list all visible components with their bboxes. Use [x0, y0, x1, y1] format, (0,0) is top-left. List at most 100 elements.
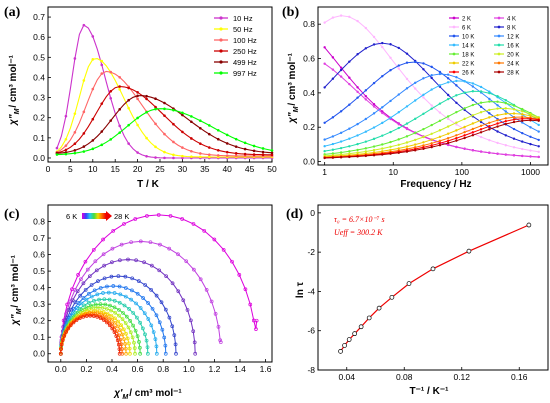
panel-a-series-point — [109, 119, 113, 122]
panel-c-series-point — [95, 292, 100, 297]
panel-a-series-point — [190, 115, 193, 118]
panel-c-series-point — [128, 330, 133, 335]
panel-b-legend-label: 28 K — [507, 71, 519, 77]
panel-b-series-point — [512, 146, 516, 149]
panel-b-series-point — [348, 60, 351, 63]
panel-c-series-point — [68, 323, 73, 328]
panel-c-ylabel-sub: M — [16, 308, 23, 314]
panel-b-series-point — [430, 144, 433, 147]
panel-c-series-point — [64, 330, 68, 334]
panel-b-series-point — [364, 94, 368, 98]
panel-b-series-point — [512, 108, 516, 111]
panel-b-series-point — [405, 141, 409, 144]
panel-d-label: (d) — [286, 207, 303, 222]
panel-b-series-point — [405, 127, 409, 131]
panel-b-series-point — [455, 129, 458, 132]
panel-b-series-point — [372, 35, 376, 39]
panel-b-series-point — [463, 128, 466, 131]
panel-d-ytick-label: -4 — [307, 286, 315, 296]
panel-a-series-point — [55, 153, 59, 156]
panel-b-series-point — [438, 144, 442, 147]
panel-b-series-point — [381, 45, 384, 49]
panel-b-series-point — [381, 153, 384, 156]
panel-c-series-point — [128, 351, 132, 356]
panel-c-xlabel-sub: M — [122, 394, 128, 401]
panel-b-series-point — [488, 91, 491, 95]
panel-c-series-point — [112, 298, 117, 303]
panel-a-ylabel-tail: / cm³ mol⁻¹ — [8, 54, 19, 107]
panel-b-series-point — [446, 115, 450, 118]
panel-c-ytick-label: 0.4 — [33, 283, 45, 293]
panel-b-series-point — [323, 145, 326, 148]
panel-c-series-point — [136, 279, 141, 283]
panel-d-data-point — [526, 222, 532, 228]
panel-c-series-point — [127, 346, 132, 351]
panel-b-series-point — [455, 84, 458, 87]
panel-c-xtick-label: 0.0 — [55, 364, 67, 374]
panel-c-series-point — [118, 292, 123, 297]
panel-b-series-point — [372, 126, 376, 129]
panel-c-series-point — [108, 303, 112, 308]
panel-b-series-point — [488, 125, 491, 128]
panel-c-series-point — [60, 338, 65, 343]
panel-c-series-point — [157, 320, 162, 325]
panel-c-series-point — [71, 311, 75, 316]
panel-c-series-point — [59, 347, 63, 352]
panel-a-xtick-label: 25 — [155, 164, 165, 174]
panel-b-series-point — [463, 80, 466, 83]
panel-c-series-point — [184, 259, 189, 264]
panel-a-legend-label: 250 Hz — [233, 47, 257, 56]
panel-c-series-point — [81, 314, 86, 319]
panel-b-series-point — [348, 145, 351, 148]
panel-c-series-point — [102, 276, 107, 281]
panel-a-series-point — [261, 147, 265, 150]
panel-b-series-point — [529, 114, 532, 118]
panel-b-series-point — [455, 75, 458, 79]
panel-c-series-point — [254, 327, 258, 332]
panel-c-series-point — [126, 257, 130, 262]
panel-c-ytick-label: 0.1 — [33, 332, 45, 342]
panel-c-series-point — [110, 260, 114, 265]
panel-b-series-point — [455, 121, 458, 124]
panel-b-series-point — [504, 110, 507, 113]
panel-c-series-point — [131, 311, 136, 315]
panel-b-series-point — [471, 127, 475, 131]
panel-c-series-point — [120, 317, 125, 321]
panel-d-data-point — [430, 266, 436, 272]
panel-c-series-point — [135, 291, 140, 296]
panel-b-series-point — [438, 72, 442, 76]
panel-a-legend-marker — [219, 60, 223, 64]
panel-b-series-point — [438, 70, 442, 74]
panel-b-series-point — [339, 14, 343, 17]
panel-b-xtick-label: 1000 — [521, 167, 540, 177]
panel-b-series-point — [356, 134, 359, 137]
panel-a-series-point — [270, 151, 274, 155]
panel-b-series-point — [496, 152, 499, 155]
panel-c-series-point — [170, 324, 175, 329]
panel-b-series-point — [422, 147, 425, 151]
panel-b-series-point — [389, 148, 392, 152]
panel-b-series-point — [479, 85, 483, 89]
panel-c-series-point — [135, 334, 140, 339]
panel-b-series-point — [381, 75, 384, 78]
panel-d-ytick-label: -2 — [307, 247, 315, 257]
panel-d-data-point — [389, 294, 395, 300]
panel-b-series-point — [405, 135, 409, 138]
panel-c-series-point — [101, 291, 105, 295]
panel-a-series-point — [73, 149, 77, 152]
panel-a-series-point — [234, 152, 238, 155]
panel-a-series-point — [100, 143, 104, 147]
panel-c-series-point — [106, 290, 111, 295]
panel-b-series-point — [356, 53, 359, 56]
panel-b-series-point — [348, 155, 351, 159]
panel-a-series-point — [207, 132, 211, 136]
panel-c-gradient-arrow — [106, 211, 112, 221]
panel-b-series-point — [446, 93, 450, 97]
panel-b-series-point — [438, 139, 442, 143]
panel-a-series-point — [82, 132, 86, 135]
panel-b-series-point — [397, 126, 400, 130]
panel-c-gradient-end-label: 28 K — [114, 212, 129, 221]
panel-a-series-point — [163, 107, 166, 111]
panel-a-series-point — [100, 102, 104, 105]
